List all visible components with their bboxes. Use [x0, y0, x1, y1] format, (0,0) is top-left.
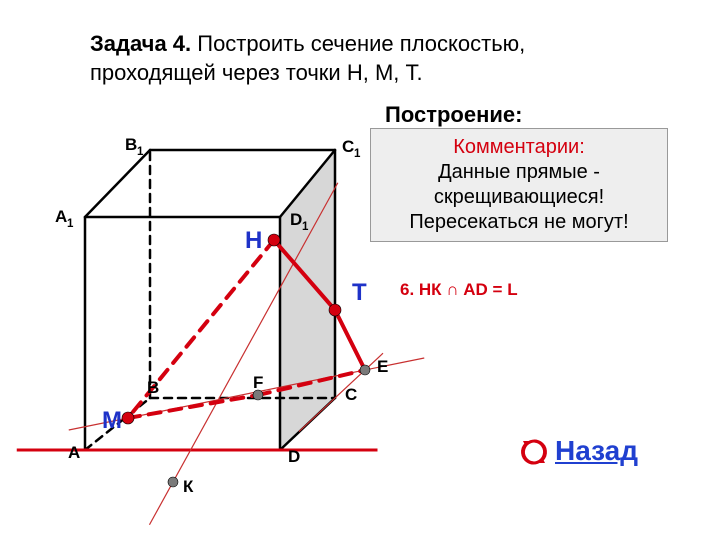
svg-text:А: А [68, 443, 80, 462]
svg-text:D: D [288, 447, 300, 466]
svg-text:F: F [253, 373, 263, 392]
svg-text:К: К [183, 477, 194, 496]
svg-text:D: D [290, 210, 302, 229]
svg-text:А: А [55, 207, 67, 226]
svg-text:1: 1 [354, 148, 361, 160]
back-arrow-icon [520, 438, 548, 466]
svg-text:Т: Т [352, 279, 367, 306]
svg-text:В: В [147, 378, 159, 397]
svg-text:С: С [342, 137, 354, 156]
svg-text:В: В [125, 135, 137, 154]
svg-text:Н: Н [245, 227, 262, 254]
svg-text:1: 1 [137, 146, 144, 158]
svg-text:1: 1 [67, 218, 74, 230]
svg-text:М: М [102, 407, 122, 434]
back-link[interactable]: Назад [555, 435, 638, 467]
svg-text:Е: Е [377, 357, 388, 376]
svg-text:С: С [345, 385, 357, 404]
svg-text:1: 1 [302, 221, 309, 233]
